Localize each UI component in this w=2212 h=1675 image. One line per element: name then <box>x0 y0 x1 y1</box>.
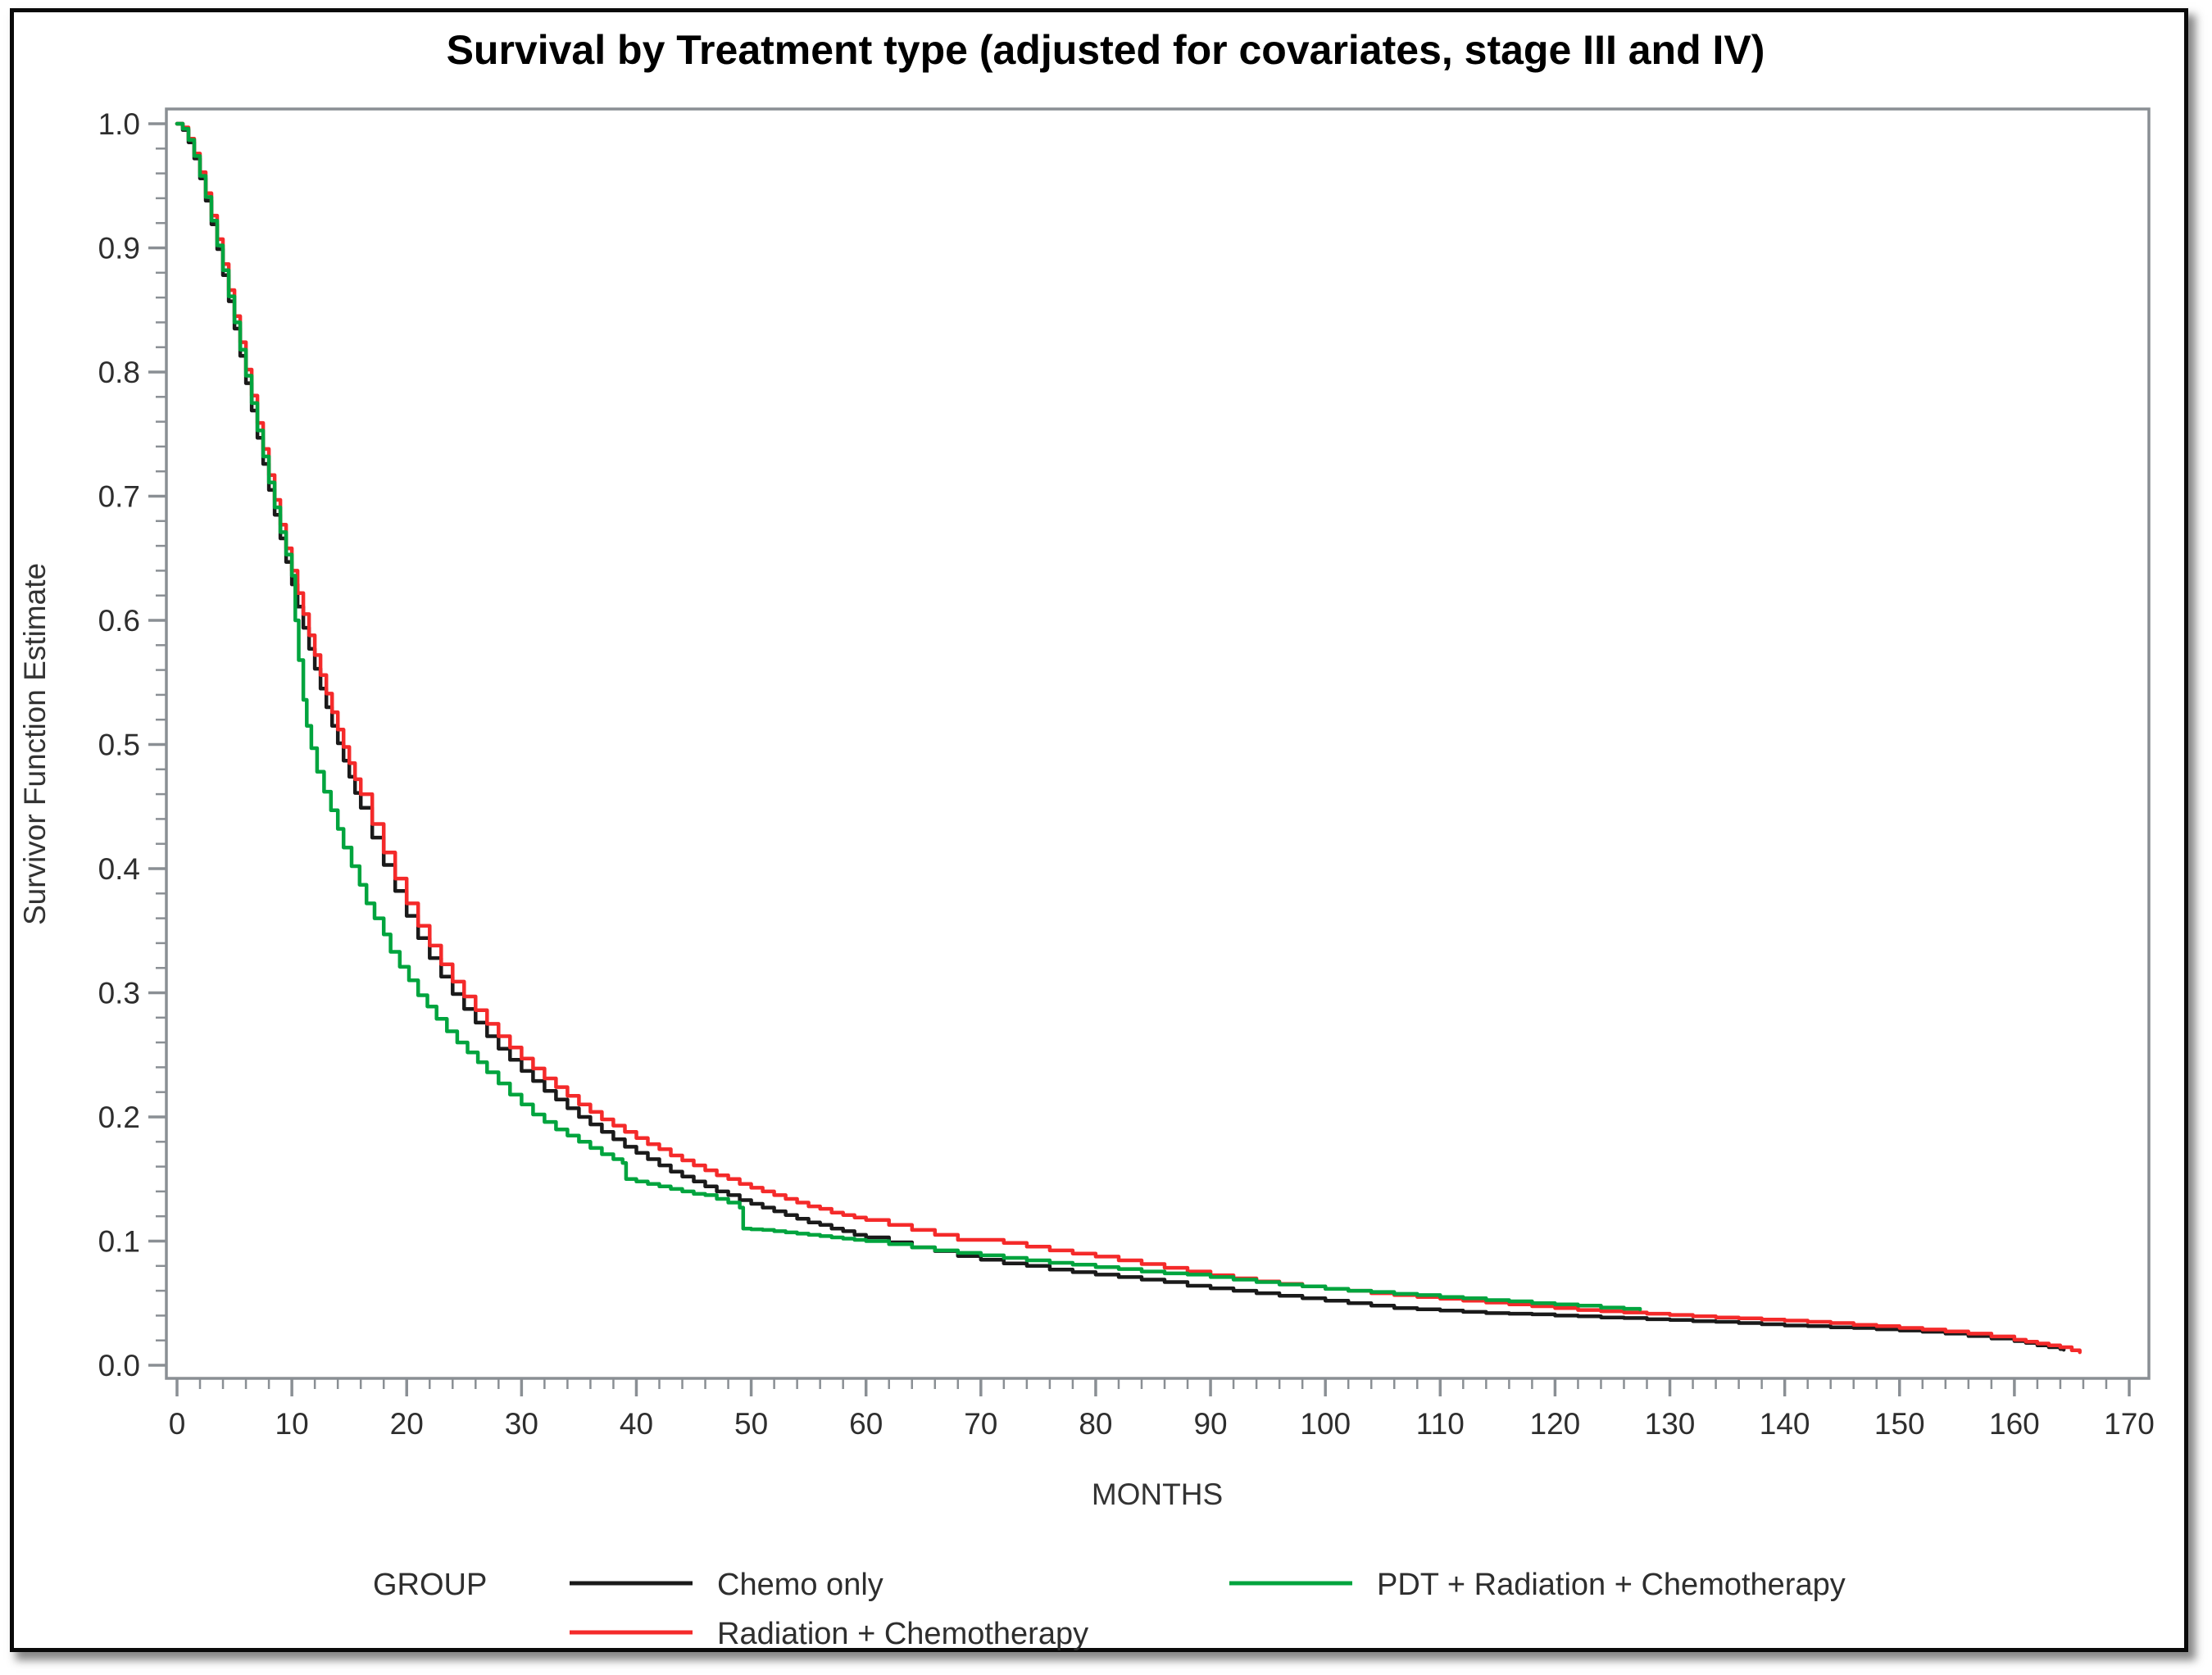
x-axis: 0 10 20 30 40 50 60 70 80 90 100 110 120 130 140 150 160… <box>169 1378 2155 1441</box>
y-tick-label: 0.3 <box>98 977 140 1010</box>
legend: GROUP Chemo only Radiation + Chemotherapy… <box>373 1568 1846 1651</box>
survival-curves <box>175 121 2082 1355</box>
legend-group-label: GROUP <box>373 1568 487 1602</box>
series-line-radiation-chemotherapy <box>175 121 2082 1355</box>
x-tick-label: 60 <box>849 1407 883 1441</box>
x-tick-label: 70 <box>964 1407 997 1441</box>
x-tick-label: 160 <box>1989 1407 2040 1441</box>
y-tick-label: 0.7 <box>98 480 140 514</box>
y-tick-label: 0.6 <box>98 604 140 638</box>
x-tick-label: 140 <box>1760 1407 1810 1441</box>
x-tick-label: 170 <box>2104 1407 2155 1441</box>
x-tick-label: 100 <box>1300 1407 1351 1441</box>
plot-frame <box>165 107 2151 1380</box>
x-tick-label: 90 <box>1193 1407 1227 1441</box>
x-tick-label: 0 <box>169 1407 186 1441</box>
series-line-pdt-radiation-chemotherapy <box>175 121 1642 1312</box>
x-tick-label: 130 <box>1645 1407 1696 1441</box>
x-tick-label: 20 <box>390 1407 424 1441</box>
legend-label-radiation-chemotherapy: Radiation + Chemotherapy <box>717 1617 1088 1651</box>
legend-label-chemo-only: Chemo only <box>717 1568 883 1602</box>
x-tick-label: 110 <box>1416 1407 1465 1441</box>
series-line-chemo-only <box>175 121 2066 1352</box>
y-axis-label: Survivor Function Estimate <box>18 563 52 925</box>
x-tick-label: 40 <box>620 1407 653 1441</box>
y-tick-label: 0.0 <box>98 1349 140 1382</box>
y-tick-label: 0.2 <box>98 1101 140 1134</box>
y-axis: 0.0 0.1 0.2 0.3 0.4 0.5 0.6 0.7 0.8 0.9 1.0 <box>98 107 166 1382</box>
y-tick-label: 0.9 <box>98 232 140 266</box>
y-tick-label: 0.1 <box>98 1225 140 1259</box>
x-tick-label: 50 <box>734 1407 768 1441</box>
x-axis-label: MONTHS <box>1092 1478 1223 1511</box>
x-tick-label: 10 <box>275 1407 309 1441</box>
x-tick-label: 30 <box>505 1407 538 1441</box>
y-tick-label: 0.4 <box>98 852 140 886</box>
y-tick-label: 1.0 <box>98 107 140 141</box>
x-tick-label: 120 <box>1530 1407 1581 1441</box>
legend-entries: Chemo only Radiation + Chemotherapy PDT + … <box>570 1568 1846 1651</box>
chart-title: Survival by Treatment type (adjusted for… <box>447 27 1765 73</box>
y-tick-label: 0.5 <box>98 729 140 762</box>
x-tick-label: 80 <box>1079 1407 1112 1441</box>
y-tick-label: 0.8 <box>98 356 140 389</box>
legend-label-pdt-radiation-chemotherapy: PDT + Radiation + Chemotherapy <box>1377 1568 1846 1602</box>
x-tick-label: 150 <box>1874 1407 1925 1441</box>
